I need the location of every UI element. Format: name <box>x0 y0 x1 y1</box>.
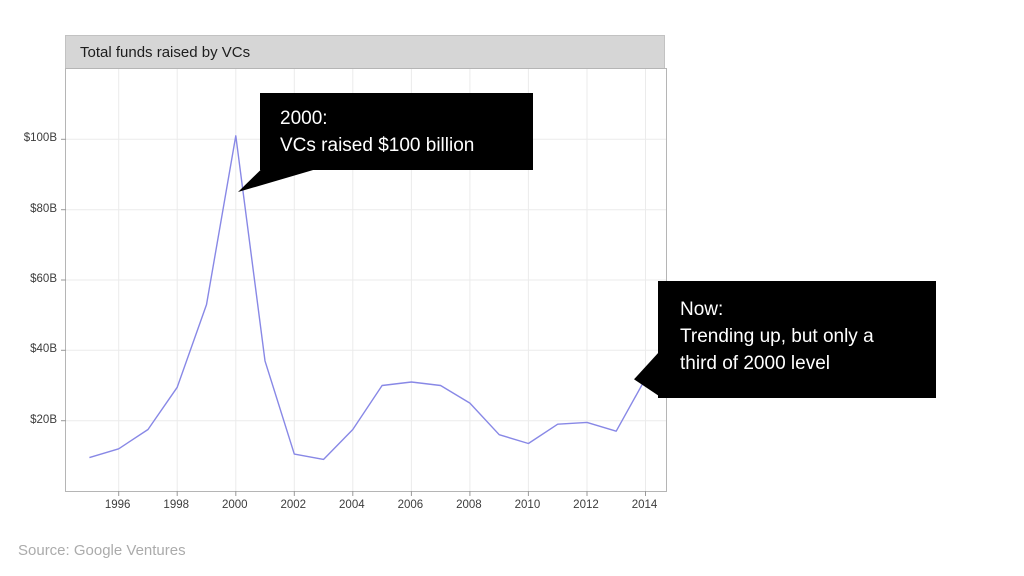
x-tick-label: 2006 <box>397 499 424 511</box>
y-tick-label: $60B <box>30 273 57 285</box>
y-tick-label: $100B <box>23 132 57 145</box>
x-tick-label: 1998 <box>163 499 190 511</box>
callout-now-line2: Trending up, but only a <box>680 326 874 347</box>
callout-now-line1: Now: <box>680 299 724 320</box>
y-tick-label: $40B <box>30 343 57 356</box>
y-tick-label: $80B <box>30 202 57 215</box>
line-plot <box>61 69 666 496</box>
callout-now: Now: Trending up, but only a third of 20… <box>658 281 936 398</box>
x-tick-label: 2010 <box>514 499 541 511</box>
callout-peak-line1: 2000: <box>280 108 328 129</box>
callout-peak-line2: VCs raised $100 billion <box>280 135 475 156</box>
chart-title-bar: Total funds raised by VCs <box>65 35 665 68</box>
x-tick-label: 2002 <box>280 499 307 511</box>
x-tick-label: 1996 <box>104 499 131 511</box>
x-tick-label: 2004 <box>339 499 365 511</box>
y-tick-label: $20B <box>30 413 57 426</box>
callout-now-line3: third of 2000 level <box>680 353 830 374</box>
chart-title: Total funds raised by VCs <box>80 43 251 61</box>
x-tick-label: 2012 <box>573 499 599 511</box>
x-tick-label: 2014 <box>631 499 658 511</box>
source-note: Source: Google Ventures <box>18 542 186 559</box>
x-tick-label: 2008 <box>456 499 482 511</box>
callout-peak: 2000: VCs raised $100 billion <box>260 93 533 170</box>
x-tick-label: 2000 <box>221 499 248 511</box>
